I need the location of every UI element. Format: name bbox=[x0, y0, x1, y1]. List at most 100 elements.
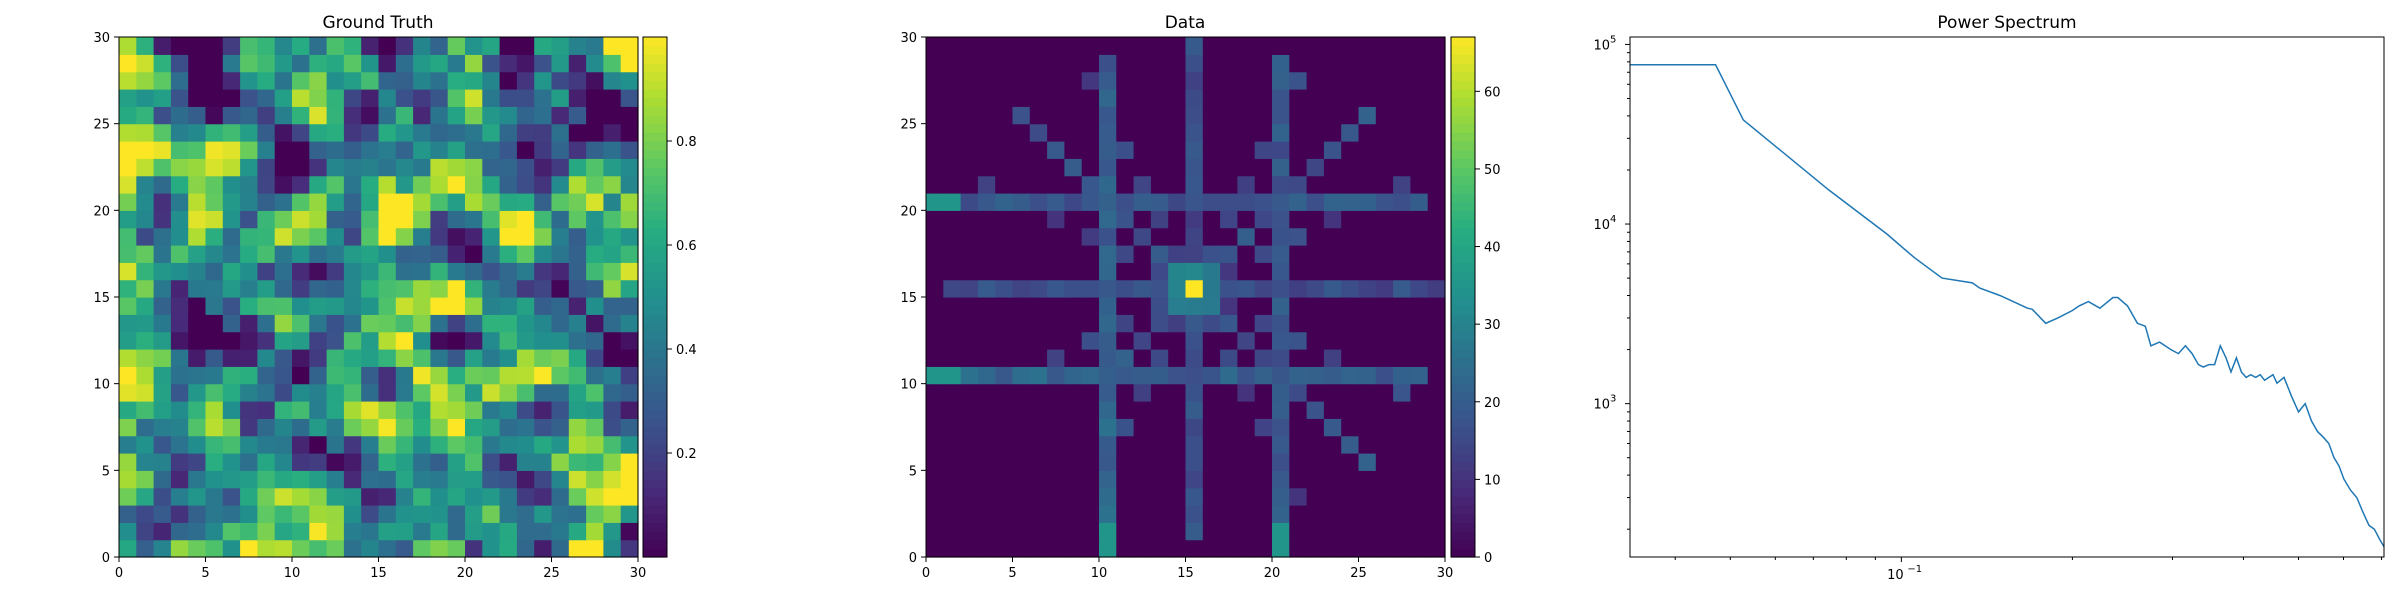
heatmap-cell bbox=[1150, 106, 1169, 125]
heatmap-cell bbox=[430, 418, 449, 437]
heatmap-cell bbox=[995, 383, 1014, 402]
heatmap-cell bbox=[326, 71, 345, 90]
heatmap-cell bbox=[551, 245, 570, 263]
heatmap-cell bbox=[551, 158, 570, 177]
heatmap-cell bbox=[943, 505, 962, 523]
heatmap-cell bbox=[153, 37, 172, 55]
heatmap-cell bbox=[1012, 279, 1031, 298]
heatmap-cell bbox=[568, 470, 587, 489]
heatmap-cell bbox=[1306, 175, 1325, 194]
heatmap-cell bbox=[995, 522, 1014, 541]
heatmap-cell bbox=[1220, 297, 1238, 315]
heatmap-cell bbox=[170, 71, 189, 90]
heatmap-cell bbox=[378, 505, 397, 523]
heatmap-cell bbox=[1341, 418, 1360, 437]
heatmap-cell bbox=[1099, 470, 1117, 489]
heatmap-cell bbox=[343, 123, 362, 142]
heatmap-cell bbox=[188, 418, 207, 437]
heatmap-cell bbox=[119, 349, 137, 367]
heatmap-cell bbox=[413, 89, 431, 107]
heatmap-cell bbox=[960, 227, 979, 246]
heatmap-cell bbox=[1012, 54, 1031, 73]
heatmap-cell bbox=[1427, 383, 1446, 402]
heatmap-cell bbox=[188, 89, 207, 107]
heatmap-cell bbox=[1116, 539, 1135, 558]
heatmap-cell bbox=[170, 106, 189, 125]
heatmap-cell bbox=[413, 123, 431, 142]
heatmap-cell bbox=[465, 383, 483, 402]
heatmap-cell bbox=[1081, 54, 1100, 73]
heatmap-cell bbox=[926, 331, 944, 350]
heatmap-cell bbox=[1323, 37, 1342, 55]
heatmap-cell bbox=[482, 210, 501, 229]
heatmap-cell bbox=[1289, 314, 1308, 333]
heatmap-cell bbox=[361, 349, 380, 367]
heatmap-cell bbox=[1323, 453, 1342, 471]
heatmap-cell bbox=[1427, 245, 1446, 263]
heatmap-cell bbox=[1168, 245, 1187, 263]
heatmap-cell bbox=[205, 349, 224, 367]
heatmap-cell bbox=[1099, 349, 1117, 367]
heatmap-cell bbox=[205, 279, 224, 298]
heatmap-cell bbox=[1133, 54, 1152, 73]
heatmap-cell bbox=[926, 418, 944, 437]
heatmap-cell bbox=[1393, 314, 1411, 333]
colorbar-tick-label: 50 bbox=[1484, 163, 1501, 178]
heatmap-cell bbox=[205, 210, 224, 229]
heatmap-cell bbox=[326, 141, 345, 159]
colorbar-segment bbox=[643, 479, 667, 489]
heatmap-cell bbox=[977, 227, 996, 246]
heatmap-cell bbox=[343, 401, 362, 419]
heatmap-cell bbox=[1116, 175, 1135, 194]
heatmap-cell bbox=[1081, 106, 1100, 125]
heatmap-cell bbox=[361, 71, 380, 90]
heatmap-cell bbox=[222, 106, 241, 125]
heatmap-cell bbox=[1254, 141, 1273, 159]
heatmap-cell bbox=[1047, 262, 1065, 281]
heatmap-cell bbox=[1012, 331, 1031, 350]
heatmap-cell bbox=[499, 314, 518, 333]
heatmap-cell bbox=[1427, 71, 1446, 90]
power-spectrum-axes-frame bbox=[1629, 36, 2385, 558]
heatmap-cell bbox=[1254, 470, 1273, 489]
colorbar-segment bbox=[643, 167, 667, 177]
heatmap-cell bbox=[1064, 245, 1083, 263]
heatmap-cell bbox=[378, 227, 397, 246]
heatmap-cell bbox=[395, 245, 414, 263]
heatmap-cell bbox=[274, 175, 293, 194]
heatmap-cell bbox=[1168, 279, 1187, 298]
heatmap-cell bbox=[995, 401, 1014, 419]
heatmap-cell bbox=[119, 193, 137, 211]
heatmap-cell bbox=[1237, 401, 1256, 419]
heatmap-cell bbox=[1150, 435, 1169, 454]
heatmap-cell bbox=[1133, 123, 1152, 142]
colorbar-segment bbox=[1451, 401, 1475, 411]
heatmap-cell bbox=[586, 262, 604, 281]
colorbar-segment bbox=[1451, 496, 1475, 506]
heatmap-cell bbox=[309, 505, 328, 523]
heatmap-cell bbox=[1272, 539, 1290, 558]
heatmap-cell bbox=[1150, 331, 1169, 350]
heatmap-cell bbox=[1220, 141, 1238, 159]
heatmap-cell bbox=[1393, 539, 1411, 558]
colorbar-segment bbox=[643, 513, 667, 523]
heatmap-cell bbox=[1272, 54, 1290, 73]
heatmap-cell bbox=[430, 106, 449, 125]
heatmap-cell bbox=[1185, 487, 1204, 506]
heatmap-cell bbox=[1341, 89, 1360, 107]
heatmap-cell bbox=[309, 522, 328, 541]
heatmap-cell bbox=[1375, 314, 1394, 333]
heatmap-cell bbox=[603, 383, 622, 402]
heatmap-cell bbox=[1220, 193, 1238, 211]
heatmap-cell bbox=[240, 89, 258, 107]
heatmap-cell bbox=[1410, 262, 1429, 281]
heatmap-cell bbox=[1220, 227, 1238, 246]
heatmap-cell bbox=[603, 453, 622, 471]
heatmap-cell bbox=[1047, 279, 1065, 298]
heatmap-cell bbox=[1341, 54, 1360, 73]
heatmap-cell bbox=[292, 366, 310, 385]
heatmap-cell bbox=[240, 470, 258, 489]
colorbar-segment bbox=[643, 496, 667, 506]
heatmap-cell bbox=[1202, 349, 1221, 367]
heatmap-cell bbox=[395, 89, 414, 107]
